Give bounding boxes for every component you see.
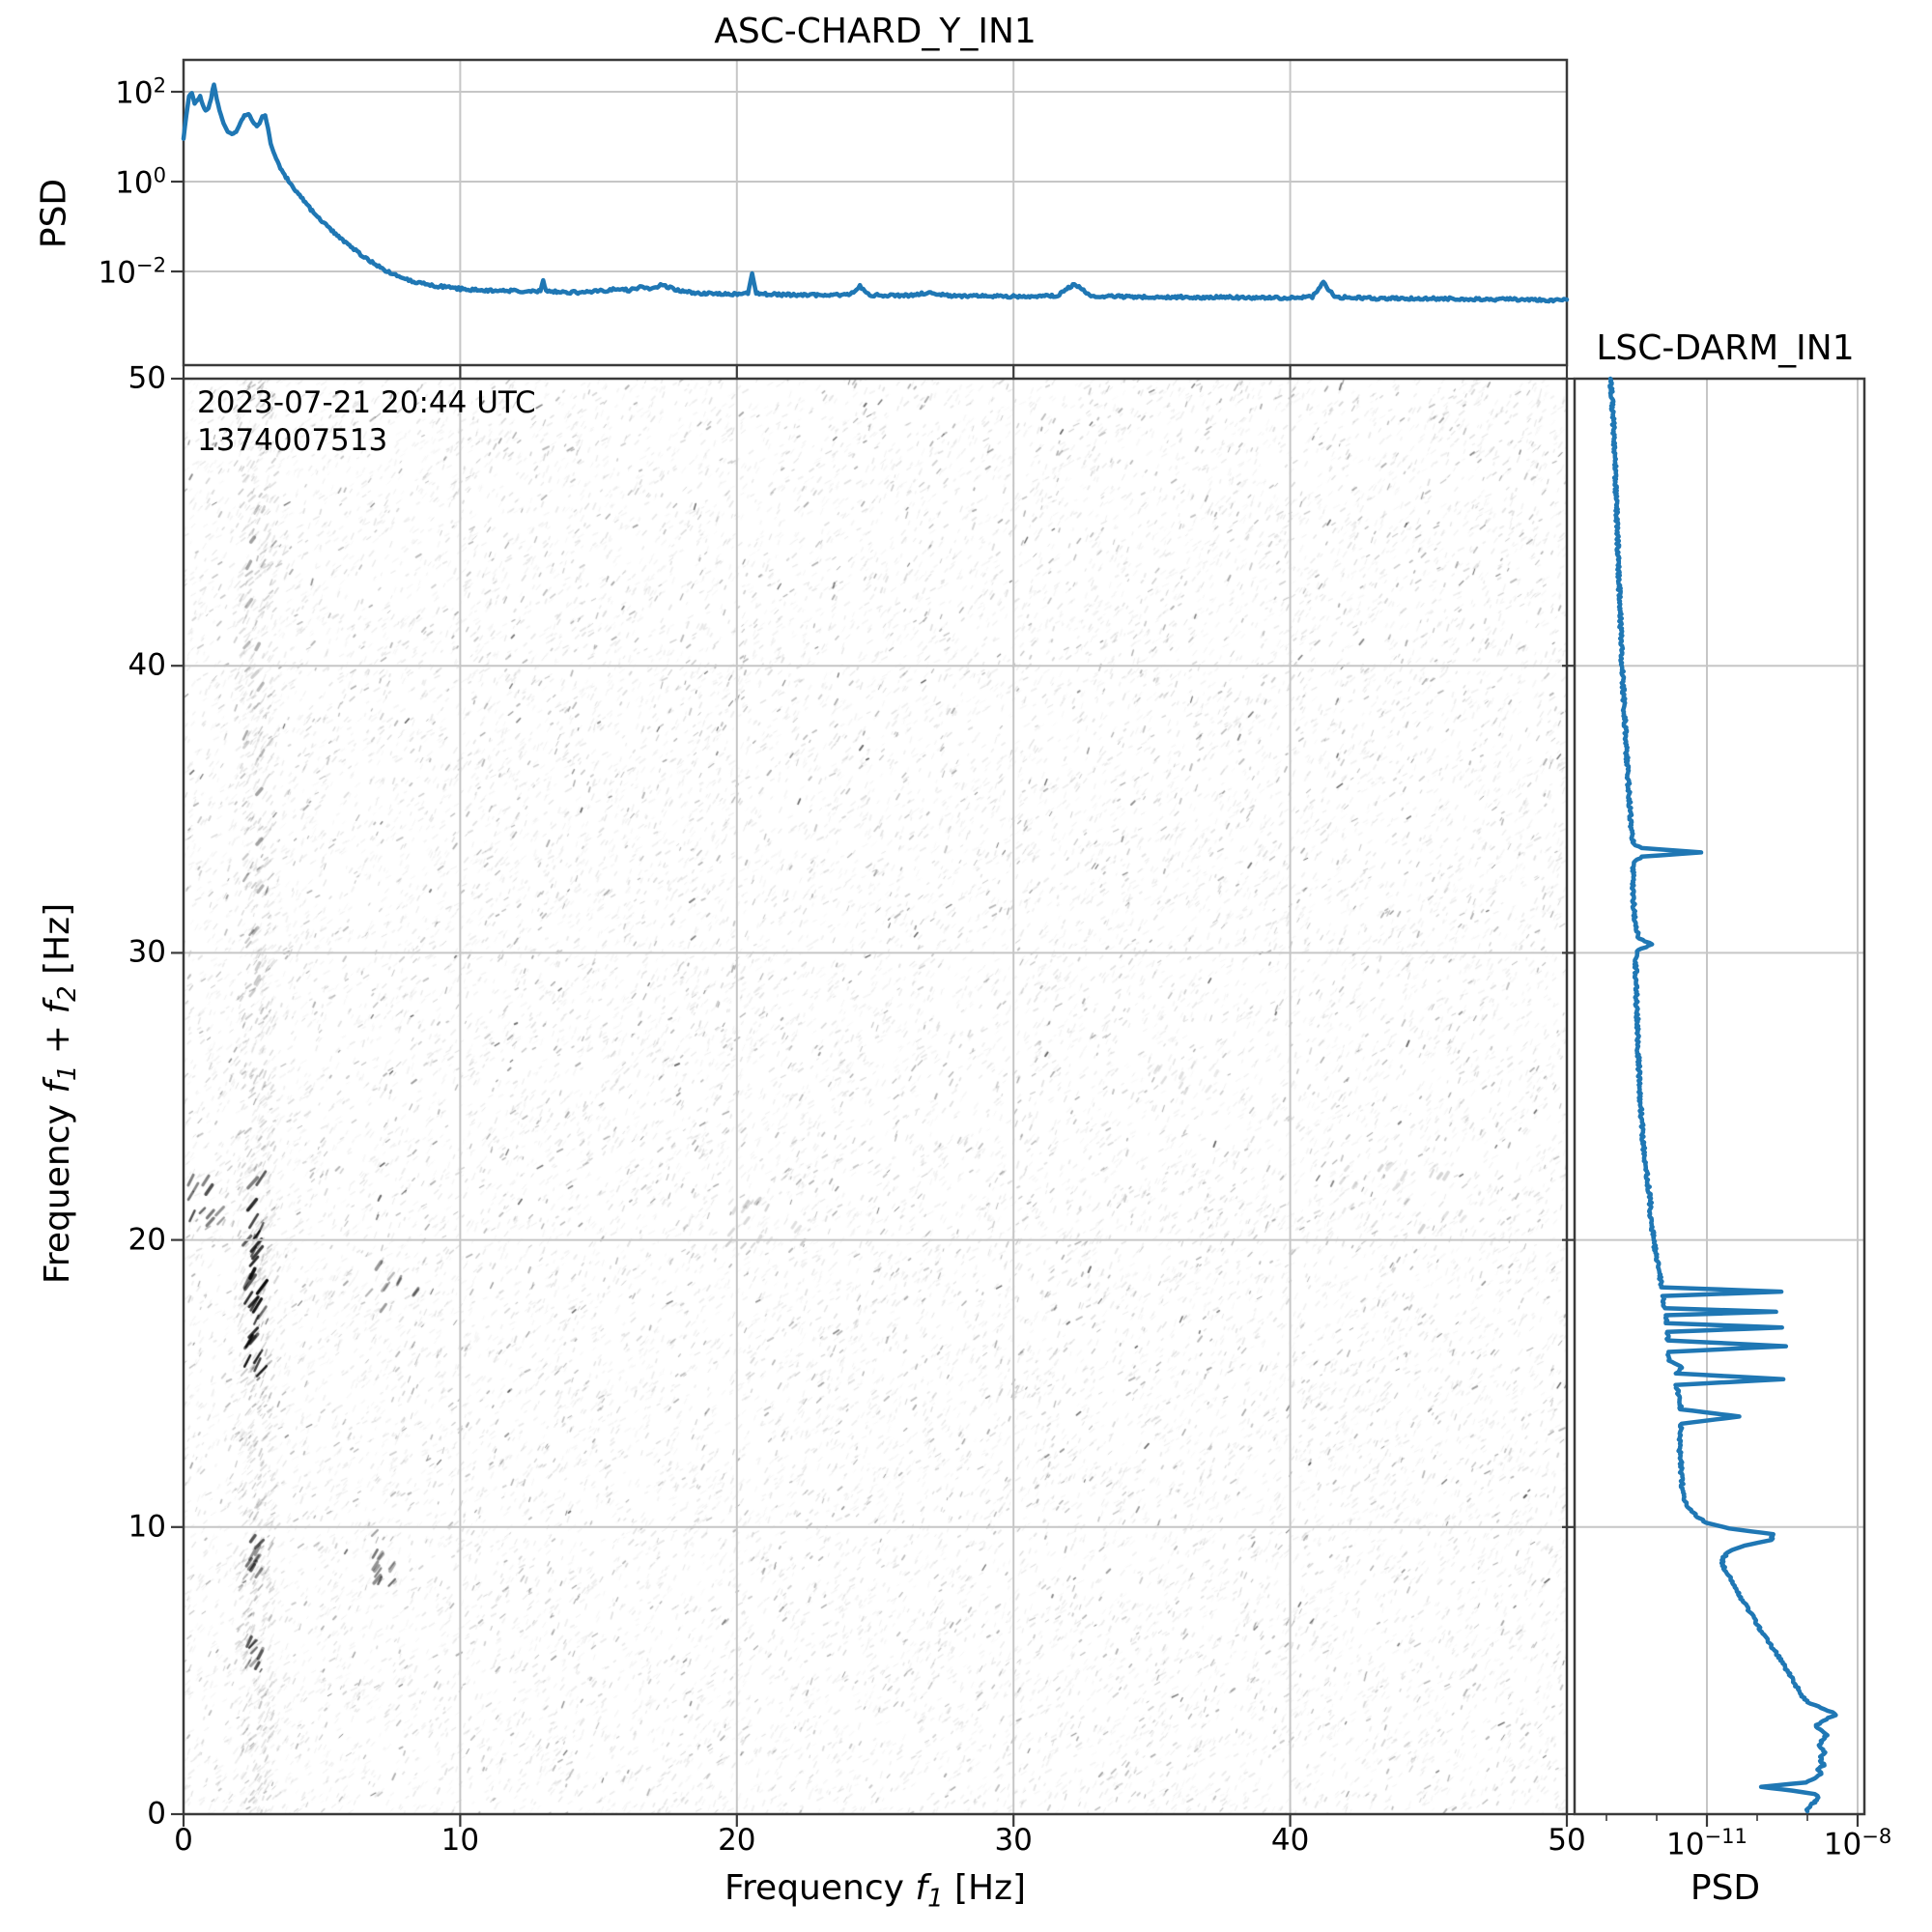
main-y-tick-label: 0 <box>147 1796 166 1832</box>
annotation-date: 2023-07-21 20:44 UTC <box>197 385 536 420</box>
main-y-tick-label: 50 <box>128 360 166 396</box>
top-psd-plot <box>171 58 1570 378</box>
top-y-tick-label: 100 <box>115 162 166 201</box>
ticks <box>171 377 1569 1827</box>
top-y-tick-label: 102 <box>115 72 166 111</box>
label-text: f <box>37 1081 77 1094</box>
axes-spine <box>1573 377 1866 1816</box>
main-x-tick-label: 30 <box>994 1823 1033 1858</box>
main-x-tick-label: 40 <box>1270 1823 1310 1858</box>
label-text: f <box>915 1868 928 1908</box>
timestamp-annotation: 2023-07-21 20:44 UTC 1374007513 <box>197 384 536 460</box>
axes-spine <box>182 58 1569 367</box>
lsc-darm-psd-curve <box>1607 376 1838 1814</box>
label-text: Frequency <box>724 1868 916 1908</box>
main-y-tick-label: 30 <box>128 934 166 970</box>
right-panel-title: LSC-DARM_IN1 <box>1596 328 1855 368</box>
main-x-tick-label: 10 <box>440 1823 480 1858</box>
label-text: Frequency <box>37 1093 77 1285</box>
bispectrum-panel: 2023-07-21 20:44 UTC 1374007513 <box>171 377 1569 1827</box>
asc-chard-psd-curve <box>181 82 1570 304</box>
ticks <box>1562 377 1860 1827</box>
bispectrum-noise-image <box>184 379 1567 1814</box>
right-psd-panel <box>1562 376 1866 1827</box>
main-y-tick-label: 20 <box>128 1222 166 1258</box>
bispectrum-grid <box>171 377 1569 1827</box>
right-panel-xlabel: PSD <box>1690 1868 1761 1908</box>
grid <box>184 60 1567 365</box>
top-panel-title: ASC-CHARD_Y_IN1 <box>714 12 1037 51</box>
top-psd-panel <box>171 58 1570 378</box>
grid <box>1575 379 1864 1814</box>
label-text: + <box>37 1013 77 1065</box>
right-x-tick-label: 10−11 <box>1666 1824 1747 1862</box>
main-x-tick-label: 20 <box>718 1823 756 1858</box>
right-x-tick-label: 10−8 <box>1823 1824 1892 1862</box>
axes-spine <box>182 377 1569 1816</box>
label-text: [Hz] <box>943 1868 1027 1908</box>
grid <box>184 379 1567 1814</box>
label-text: f <box>37 1001 77 1014</box>
right-psd-plot <box>1562 376 1866 1827</box>
annotation-gps: 1374007513 <box>197 422 388 458</box>
top-panel-ylabel: PSD <box>34 178 74 249</box>
label-subscript: 1 <box>53 1065 83 1082</box>
main-panel-xlabel: Frequency f1 [Hz] <box>724 1868 1026 1913</box>
main-panel-ylabel: Frequency f1 + f2 [Hz] <box>38 903 82 1284</box>
label-subscript: 1 <box>927 1884 944 1914</box>
main-y-tick-label: 40 <box>128 647 166 683</box>
label-subscript: 2 <box>53 985 83 1002</box>
main-x-tick-label: 50 <box>1548 1823 1586 1858</box>
top-y-tick-label: 10−2 <box>98 252 166 291</box>
main-y-tick-label: 10 <box>128 1509 166 1545</box>
label-text: [Hz] <box>37 902 77 986</box>
main-x-tick-label: 0 <box>174 1823 193 1858</box>
ticks <box>171 90 1569 378</box>
